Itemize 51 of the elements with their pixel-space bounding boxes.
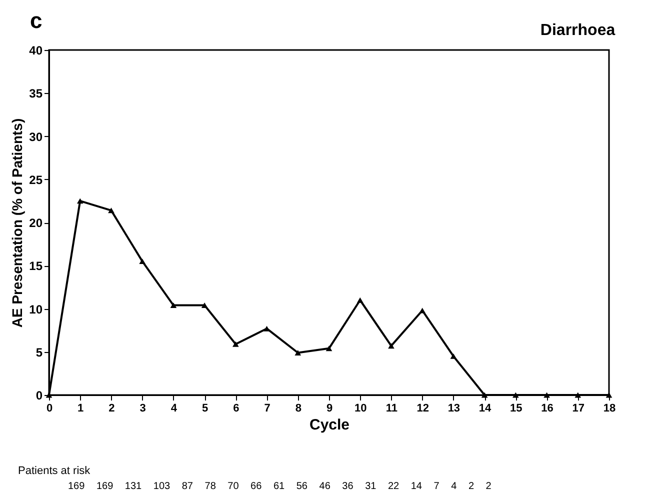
y-axis-title: AE Presentation (% of Patients) [9, 118, 26, 328]
x-tick-label: 7 [264, 402, 270, 414]
y-tick-label: 40 [29, 44, 43, 58]
point [512, 392, 519, 398]
point [139, 258, 146, 264]
point [294, 350, 302, 356]
x-tick-label: 13 [448, 402, 460, 414]
point [606, 392, 612, 398]
point [388, 343, 394, 349]
y-tick-label: 15 [29, 259, 43, 274]
point [544, 392, 550, 398]
y-tick-label: 0 [36, 388, 43, 402]
x-tick-label: 3 [140, 402, 146, 414]
x-tick-label: 12 [416, 402, 429, 414]
point [450, 353, 457, 359]
x-tick-label: 2 [108, 402, 115, 414]
point [170, 302, 177, 308]
y-tick-label: 30 [29, 130, 43, 144]
x-tick-label: 9 [326, 402, 333, 414]
x-axis-title: Cycle [309, 416, 350, 434]
x-tick-label: 10 [354, 402, 367, 414]
x-tick-label: 16 [541, 402, 554, 414]
point [201, 302, 208, 308]
x-tick-label: 5 [202, 402, 208, 414]
x-tick-label: 1 [78, 402, 84, 414]
y-tick-label: 20 [29, 216, 43, 230]
y-tick-label: 5 [36, 345, 43, 360]
point [326, 346, 332, 352]
x-tick-label: 0 [46, 402, 53, 414]
y-tick-label: 35 [29, 86, 43, 101]
x-tick-label: 8 [295, 402, 302, 414]
text: Patients at risk [18, 465, 90, 477]
x-tick-label: 4 [170, 402, 178, 414]
y-tick-label: 10 [29, 302, 43, 316]
x-tick-label: 15 [510, 402, 522, 414]
x-tick-label: 18 [603, 402, 616, 414]
point [481, 392, 488, 398]
text: 169 169 131 103 87 78 70 66 61 56 46 36 31 22 14 7 4 2 2 [68, 481, 492, 492]
y-tick-label: 25 [29, 172, 43, 187]
point [108, 208, 114, 214]
x-tick-label: 17 [572, 402, 585, 414]
x-tick-label: 6 [233, 402, 240, 414]
x-tick-label: 11 [386, 402, 398, 414]
chart-title: Diarrhoea [540, 22, 616, 39]
point [356, 297, 364, 303]
x-tick-label: 14 [478, 402, 492, 414]
point [76, 198, 84, 204]
point [574, 392, 582, 398]
text: c [30, 8, 42, 34]
point [232, 341, 239, 347]
point [419, 308, 426, 314]
